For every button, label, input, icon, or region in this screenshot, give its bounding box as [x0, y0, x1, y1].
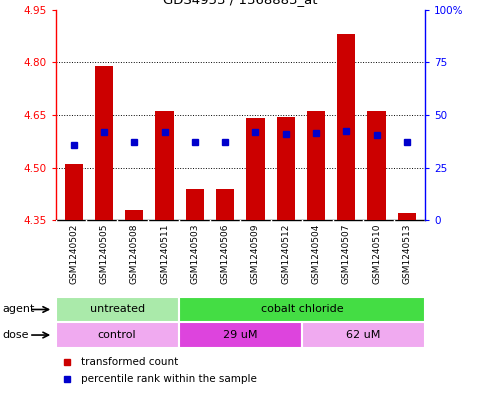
Bar: [125, 209, 143, 220]
Bar: [179, 297, 425, 322]
Bar: [337, 34, 355, 220]
Bar: [368, 112, 385, 220]
Text: percentile rank within the sample: percentile rank within the sample: [82, 374, 257, 384]
Text: GSM1240504: GSM1240504: [312, 223, 321, 283]
Bar: [302, 322, 425, 348]
Bar: [277, 117, 295, 220]
Bar: [156, 112, 174, 220]
Bar: [179, 322, 302, 348]
Text: GSM1240510: GSM1240510: [372, 223, 381, 284]
Text: GSM1240503: GSM1240503: [190, 223, 199, 284]
Text: GSM1240502: GSM1240502: [69, 223, 78, 283]
Bar: [398, 213, 416, 220]
Text: GSM1240505: GSM1240505: [99, 223, 109, 284]
Bar: [56, 322, 179, 348]
Text: agent: agent: [2, 305, 35, 314]
Title: GDS4953 / 1368883_at: GDS4953 / 1368883_at: [163, 0, 317, 6]
Bar: [307, 112, 325, 220]
Bar: [216, 189, 234, 220]
Bar: [56, 297, 179, 322]
Bar: [246, 118, 265, 220]
Bar: [95, 66, 113, 220]
Text: GSM1240509: GSM1240509: [251, 223, 260, 284]
Text: GSM1240513: GSM1240513: [402, 223, 412, 284]
Text: GSM1240511: GSM1240511: [160, 223, 169, 284]
Text: GSM1240512: GSM1240512: [281, 223, 290, 283]
Text: 62 uM: 62 uM: [346, 330, 381, 340]
Text: GSM1240506: GSM1240506: [221, 223, 229, 284]
Text: GSM1240507: GSM1240507: [342, 223, 351, 284]
Text: 29 uM: 29 uM: [223, 330, 257, 340]
Text: transformed count: transformed count: [82, 356, 179, 367]
Text: GSM1240508: GSM1240508: [130, 223, 139, 284]
Text: untreated: untreated: [89, 305, 145, 314]
Bar: [65, 164, 83, 220]
Text: control: control: [98, 330, 136, 340]
Bar: [186, 189, 204, 220]
Text: cobalt chloride: cobalt chloride: [260, 305, 343, 314]
Text: dose: dose: [2, 330, 29, 340]
